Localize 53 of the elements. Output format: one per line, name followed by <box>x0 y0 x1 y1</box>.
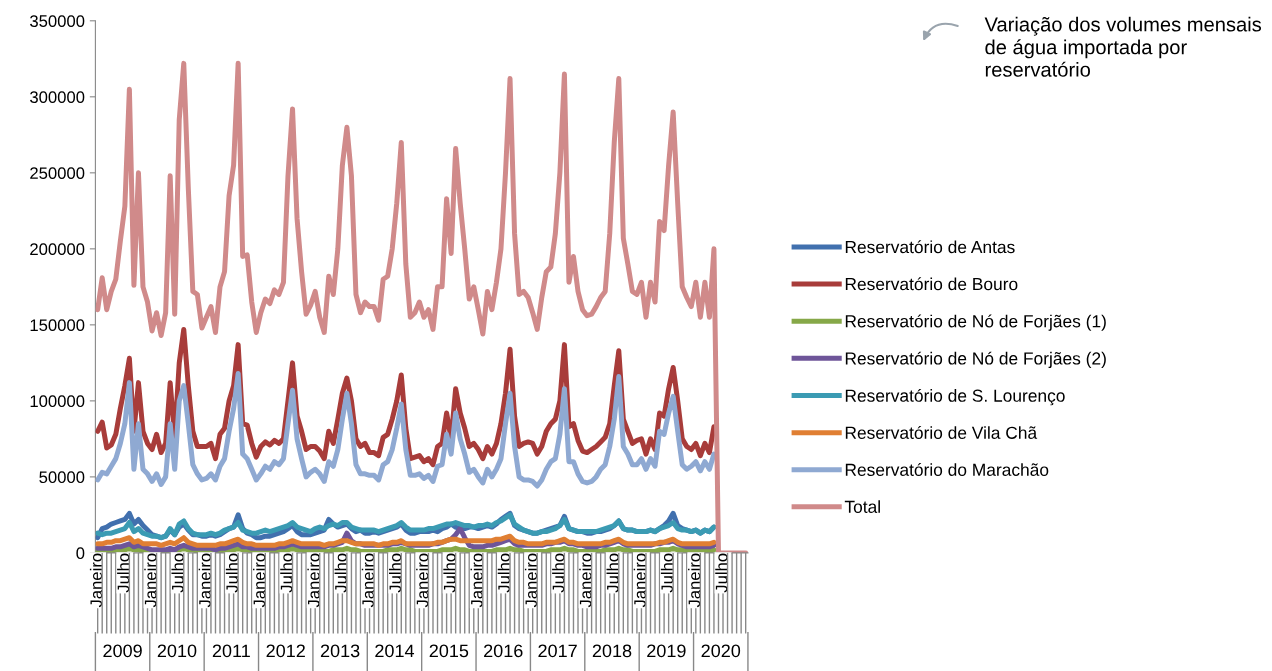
text: 2011 <box>212 644 250 658</box>
y-tick-label: 0 <box>76 547 85 560</box>
y-tick-label: 150000 <box>30 319 85 332</box>
x-tick-label: Janeiro <box>89 553 103 608</box>
y-tick-label: 200000 <box>30 243 85 256</box>
text: 2013 <box>320 644 360 658</box>
y-tick-label: 300000 <box>30 91 85 104</box>
x-tick-label: Janeiro <box>144 553 157 608</box>
legend-label: Reservatório de Antas <box>845 240 1015 254</box>
x-tick-label: Janeiro <box>579 553 592 608</box>
text: Variação dos volumes mensais de água importada por reservatório <box>984 16 1262 77</box>
text: 2010 <box>157 644 197 658</box>
x-tick-label: Janeiro <box>361 553 375 608</box>
y-tick-label: 50000 <box>39 471 85 484</box>
legend-label: Reservatório de Nó de Forjães (2) <box>845 351 1106 369</box>
x-tick-label: Janeiro <box>633 553 646 608</box>
x-tick-label: Julho <box>606 553 619 593</box>
x-tick-label: Janeiro <box>198 553 211 608</box>
x-tick-label: Janeiro <box>688 553 701 608</box>
x-tick-label: Julho <box>225 553 239 593</box>
x-tick-label: Julho <box>715 553 728 593</box>
x-tick-label: Janeiro <box>416 553 429 608</box>
text: 2015 <box>429 644 469 658</box>
x-tick-label: Janeiro <box>307 553 320 608</box>
text: 2017 <box>538 644 577 658</box>
text: 2016 <box>484 644 523 658</box>
text: 2014 <box>375 644 415 658</box>
legend-label: Reservatório de S. Lourenço <box>845 388 1065 406</box>
text: 2020 <box>701 644 741 658</box>
x-tick-label: Julho <box>443 553 456 593</box>
x-tick-label: Janeiro <box>253 553 266 608</box>
legend-label: Total <box>844 500 880 513</box>
y-tick-label: 250000 <box>30 167 85 180</box>
text: 2019 <box>647 644 686 658</box>
x-tick-label: Janeiro <box>470 553 483 608</box>
text: 2018 <box>592 644 632 658</box>
x-tick-label: Janeiro <box>524 553 538 608</box>
x-tick-label: Julho <box>171 553 184 593</box>
x-tick-label: Julho <box>280 553 293 593</box>
y-tick-label: 350000 <box>30 15 85 27</box>
text: 2009 <box>103 644 142 658</box>
legend-label: Reservatório de Vila Chã <box>845 425 1038 439</box>
x-tick-label: Julho <box>660 553 674 593</box>
y-tick-label: 100000 <box>30 395 85 408</box>
x-tick-label: Julho <box>117 553 130 593</box>
legend-label: Reservatório de Bouro <box>845 277 1018 291</box>
x-tick-label: Julho <box>552 553 565 593</box>
text: 2012 <box>266 644 305 658</box>
x-tick-label: Julho <box>388 553 402 593</box>
legend-label: Reservatório de Nó de Forjães (1) <box>845 314 1106 331</box>
legend-label: Reservatório do Marachão <box>845 463 1049 476</box>
x-tick-label: Julho <box>334 553 347 593</box>
x-tick-label: Julho <box>497 553 510 593</box>
